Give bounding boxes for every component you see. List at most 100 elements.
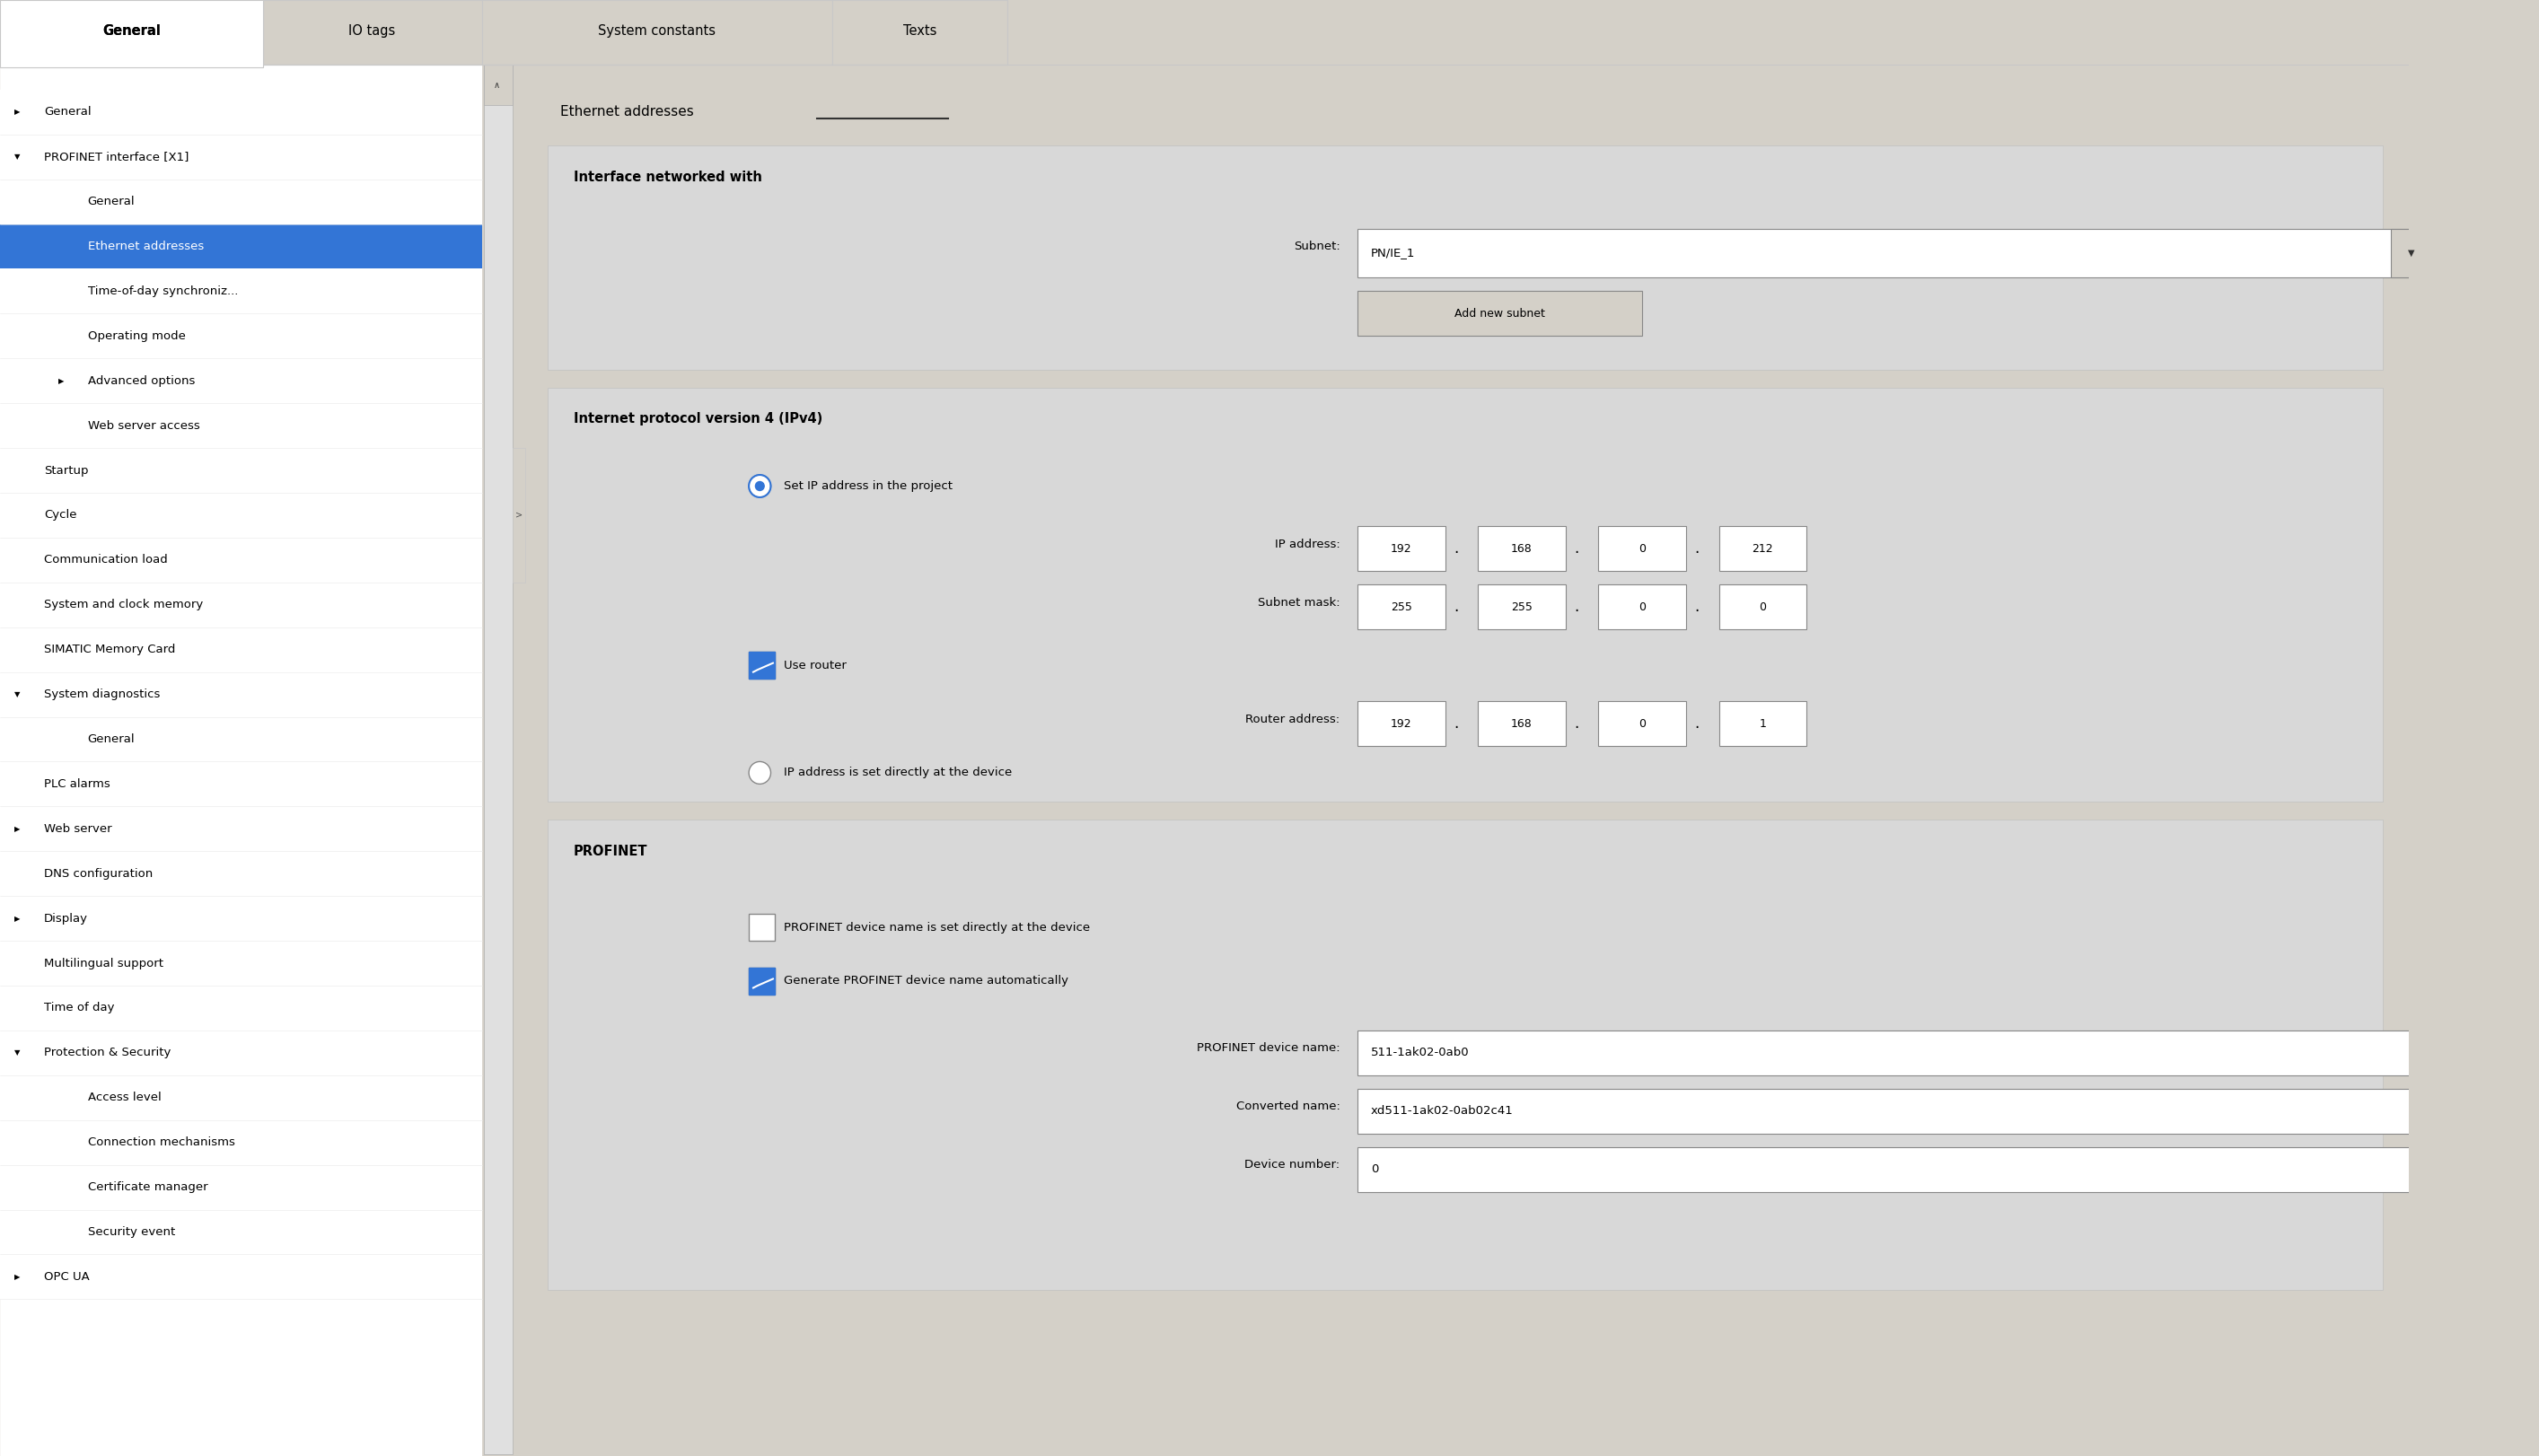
Text: Add new subnet: Add new subnet [1455,307,1546,319]
Text: Ethernet addresses: Ethernet addresses [86,240,203,252]
Text: .: . [1455,598,1457,614]
Text: .: . [1574,598,1579,614]
Circle shape [749,475,772,498]
Bar [1478,585,1567,629]
Text: .: . [1694,715,1699,731]
Bar [0,134,482,179]
Text: >: > [515,511,523,520]
Text: .: . [1455,715,1457,731]
Text: 192: 192 [1391,718,1412,729]
Bar [1358,702,1445,745]
Bar [485,66,513,105]
Text: 0: 0 [1638,543,1645,555]
Bar [0,0,262,66]
Text: 0: 0 [1371,1163,1379,1175]
Text: ▼: ▼ [15,690,20,699]
Text: ▼: ▼ [2407,249,2415,258]
Bar [1719,702,1805,745]
Bar [1358,585,1445,629]
Bar [482,0,833,66]
Text: .: . [1694,598,1699,614]
Text: General: General [86,195,135,207]
Bar [0,179,482,224]
Bar [0,537,482,582]
Bar [1600,585,1686,629]
Text: Generate PROFINET device name automatically: Generate PROFINET device name automatica… [785,976,1069,987]
Text: ▶: ▶ [15,824,20,833]
Circle shape [757,482,764,491]
Bar [1478,702,1567,745]
Text: General: General [102,25,160,38]
Bar [0,986,482,1031]
Bar [1478,527,1567,571]
Text: Multilingual support: Multilingual support [43,958,162,970]
Text: IO tags: IO tags [348,25,396,38]
Text: Web server access: Web server access [86,419,201,431]
Bar [485,66,513,1453]
Bar [531,66,2410,1456]
Bar [513,448,526,582]
Bar [0,90,482,134]
Text: PROFINET: PROFINET [574,844,647,858]
Text: Advanced options: Advanced options [86,376,196,387]
Text: Ethernet addresses: Ethernet addresses [561,105,693,119]
Text: Display: Display [43,913,89,925]
Bar [0,582,482,628]
Text: PROFINET device name is set directly at the device: PROFINET device name is set directly at … [785,922,1089,933]
Text: xd511-1ak02-0ab02c41: xd511-1ak02-0ab02c41 [1371,1105,1513,1117]
Bar [1719,527,1805,571]
Bar [0,0,2410,67]
Text: .: . [1574,540,1579,556]
Bar [1358,527,1445,571]
Bar [548,146,2382,370]
Bar [749,968,774,994]
Text: Time of day: Time of day [43,1002,114,1013]
Text: Time-of-day synchroniz...: Time-of-day synchroniz... [86,285,239,297]
Bar [0,358,482,403]
Bar [1600,702,1686,745]
Bar [0,895,482,941]
Text: PROFINET interface [X1]: PROFINET interface [X1] [43,151,188,163]
Text: Use router: Use router [785,660,845,671]
Text: ▶: ▶ [58,377,63,384]
Text: 168: 168 [1511,718,1534,729]
Bar [0,448,482,492]
Bar [749,652,774,678]
Text: 511-1ak02-0ab0: 511-1ak02-0ab0 [1371,1047,1470,1059]
Circle shape [749,761,772,783]
Bar [749,652,774,678]
Bar [0,941,482,986]
Text: System and clock memory: System and clock memory [43,598,203,610]
Text: System diagnostics: System diagnostics [43,689,160,700]
Bar [0,807,482,852]
Text: Communication load: Communication load [43,555,168,566]
Text: DNS configuration: DNS configuration [43,868,152,879]
Text: 255: 255 [1391,601,1412,613]
Bar [262,0,482,66]
Bar [0,716,482,761]
Bar [1358,229,2430,278]
Bar [0,313,482,358]
Text: 0: 0 [1638,718,1645,729]
Text: Converted name:: Converted name: [1236,1101,1341,1112]
Text: Startup: Startup [43,464,89,476]
Text: Security event: Security event [86,1226,175,1238]
Text: OPC UA: OPC UA [43,1271,89,1283]
Bar [749,968,774,994]
Bar [1358,1089,2539,1133]
Text: ▼: ▼ [15,1048,20,1057]
Bar [0,1031,482,1075]
Bar [1358,1031,2539,1075]
Bar [482,66,515,1456]
Bar [1600,527,1686,571]
Bar [0,0,262,67]
Text: Subnet mask:: Subnet mask: [1257,597,1341,609]
Text: 255: 255 [1511,601,1534,613]
Bar [0,403,482,448]
Bar [548,820,2382,1290]
Text: IP address is set directly at the device: IP address is set directly at the device [785,767,1013,779]
Text: Certificate manager: Certificate manager [86,1181,208,1192]
Text: Set IP address in the project: Set IP address in the project [785,480,952,492]
Text: 0: 0 [1638,601,1645,613]
Text: Device number:: Device number: [1244,1159,1341,1171]
